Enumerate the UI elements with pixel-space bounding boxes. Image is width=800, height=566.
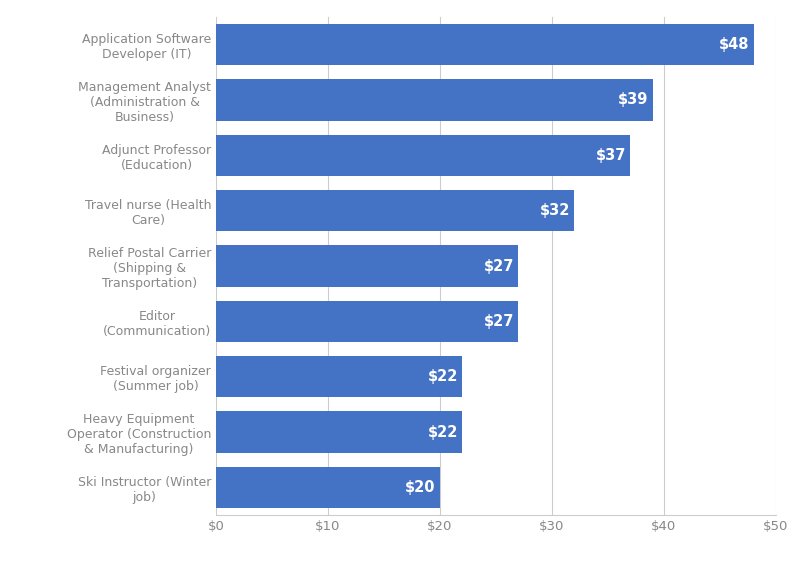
Text: $22: $22 [427, 369, 458, 384]
Bar [216, 356, 462, 397]
Bar [216, 301, 518, 342]
Text: $39: $39 [618, 92, 648, 108]
Text: $27: $27 [483, 259, 514, 273]
Text: $22: $22 [427, 424, 458, 440]
Text: $32: $32 [539, 203, 570, 218]
Bar [216, 411, 462, 453]
Bar [216, 466, 440, 508]
Bar [216, 245, 518, 287]
Text: $37: $37 [595, 148, 626, 163]
Text: $27: $27 [483, 314, 514, 329]
Text: $48: $48 [718, 37, 749, 52]
Bar [216, 135, 630, 176]
Bar [216, 79, 653, 121]
Bar [216, 24, 754, 66]
Bar [216, 190, 574, 231]
Text: $20: $20 [405, 480, 435, 495]
